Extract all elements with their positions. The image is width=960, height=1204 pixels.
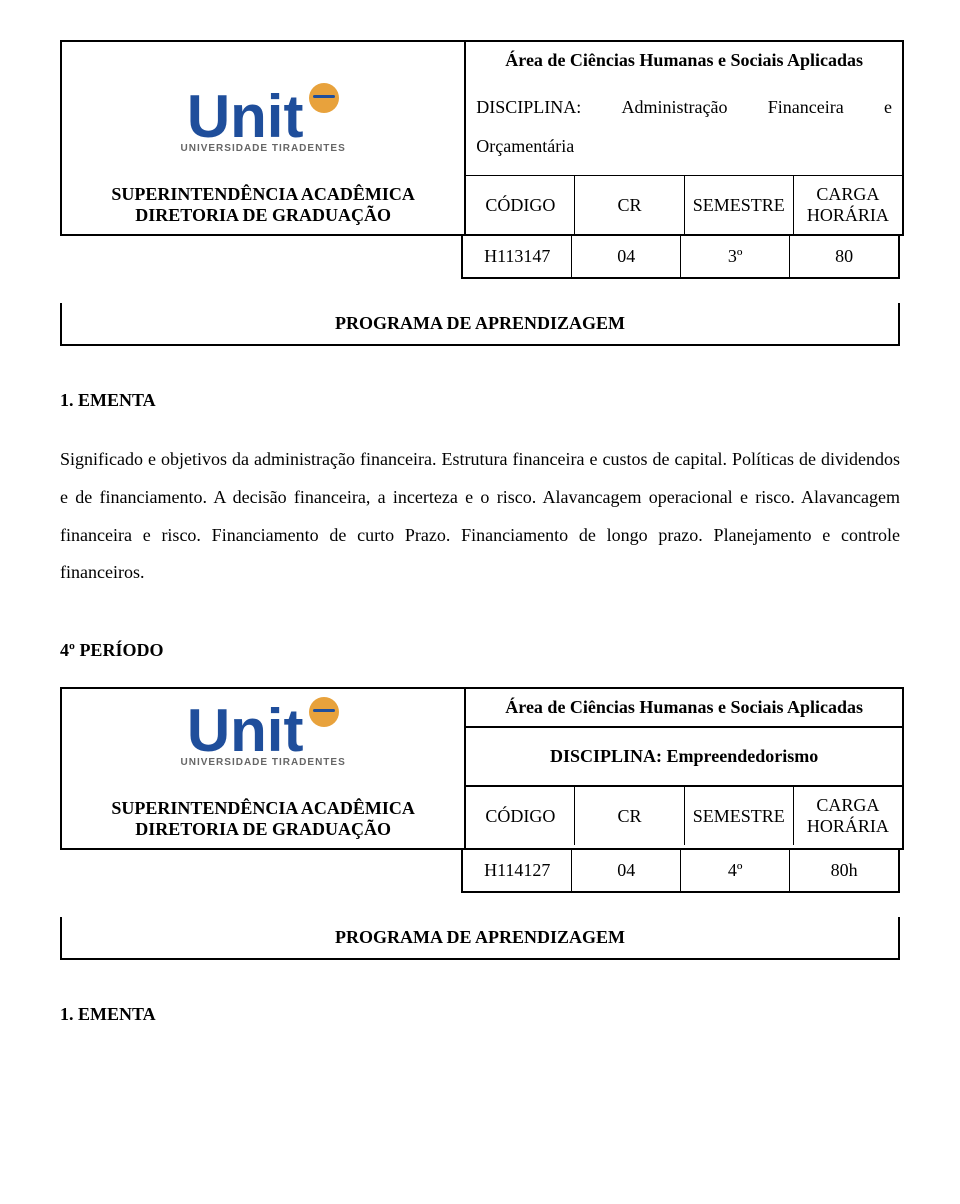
area-title: Área de Ciências Humanas e Sociais Aplic… (466, 42, 902, 79)
val-semestre-2: 4º (680, 850, 789, 891)
logo-text: Unit (187, 93, 304, 141)
values-row: H113147 04 3º 80 (60, 236, 900, 279)
carga-l2: HORÁRIA (800, 205, 896, 226)
val-carga: 80 (789, 236, 898, 277)
col-carga: CARGA HORÁRIA (793, 176, 902, 234)
val-codigo: H113147 (463, 236, 571, 277)
val-semestre: 3º (680, 236, 789, 277)
ementa-text: Significado e objetivos da administração… (60, 441, 900, 592)
header-left-cell-2: Unit UNIVERSIDADE TIRADENTES SUPERINTEND… (62, 689, 464, 848)
discipline-label: DISCIPLINA: (476, 97, 581, 118)
carga-l1: CARGA (800, 184, 896, 205)
discipline-row: DISCIPLINA: Administração Financeira e (466, 79, 902, 136)
course-block-1: Unit UNIVERSIDADE TIRADENTES SUPERINTEND… (60, 40, 900, 346)
logo-block-2: Unit UNIVERSIDADE TIRADENTES (72, 697, 454, 798)
header-table-2: Unit UNIVERSIDADE TIRADENTES SUPERINTEND… (60, 687, 904, 850)
diretoria-label-2: DIRETORIA DE GRADUAÇÃO (72, 819, 454, 840)
programa-row: PROGRAMA DE APRENDIZAGEM (60, 303, 900, 346)
col-semestre-2: SEMESTRE (684, 787, 793, 845)
carga2-l2: HORÁRIA (800, 816, 896, 837)
header-left-cell: Unit UNIVERSIDADE TIRADENTES SUPERINTEND… (62, 42, 464, 234)
globe-icon (309, 83, 339, 113)
globe-icon (309, 697, 339, 727)
logo-block: Unit UNIVERSIDADE TIRADENTES (72, 83, 454, 184)
code-header-row-2: CÓDIGO CR SEMESTRE CARGA HORÁRIA (466, 785, 902, 845)
header-right-cell: Área de Ciências Humanas e Sociais Aplic… (464, 42, 902, 234)
col-codigo-2: CÓDIGO (466, 787, 574, 845)
area-title-2: Área de Ciências Humanas e Sociais Aplic… (466, 689, 902, 726)
values-row-2: H114127 04 4º 80h (60, 850, 900, 893)
col-cr-2: CR (574, 787, 683, 845)
programa-row-2: PROGRAMA DE APRENDIZAGEM (60, 917, 900, 960)
superintendencia-label: SUPERINTENDÊNCIA ACADÊMICA (72, 184, 454, 205)
val-cr-2: 04 (571, 850, 680, 891)
val-cr: 04 (571, 236, 680, 277)
col-carga-2: CARGA HORÁRIA (793, 787, 902, 845)
discipline-value-line2: Orçamentária (476, 136, 574, 157)
diretoria-label: DIRETORIA DE GRADUAÇÃO (72, 205, 454, 226)
col-semestre: SEMESTRE (684, 176, 793, 234)
logo-subtitle: UNIVERSIDADE TIRADENTES (181, 143, 346, 154)
discipline-value-c: e (884, 97, 892, 118)
col-cr: CR (574, 176, 683, 234)
header-table: Unit UNIVERSIDADE TIRADENTES SUPERINTEND… (60, 40, 904, 236)
course-block-2: Unit UNIVERSIDADE TIRADENTES SUPERINTEND… (60, 687, 900, 960)
carga2-l1: CARGA (800, 795, 896, 816)
col-codigo: CÓDIGO (466, 176, 574, 234)
val-codigo-2: H114127 (463, 850, 571, 891)
logo-subtitle-2: UNIVERSIDADE TIRADENTES (181, 757, 346, 768)
period-4-heading: 4º PERÍODO (60, 640, 900, 661)
ementa-heading-2: 1. EMENTA (60, 1004, 900, 1025)
header-right-cell-2: Área de Ciências Humanas e Sociais Aplic… (464, 689, 902, 848)
discipline-value-a: Administração (622, 97, 728, 118)
discipline-row-2: DISCIPLINA: Empreendedorismo (466, 726, 902, 785)
logo-text-2: Unit (187, 707, 304, 755)
superintendencia-label-2: SUPERINTENDÊNCIA ACADÊMICA (72, 798, 454, 819)
val-carga-2: 80h (789, 850, 898, 891)
code-header-row: CÓDIGO CR SEMESTRE CARGA HORÁRIA (466, 175, 902, 234)
discipline-value-b: Financeira (768, 97, 844, 118)
ementa-heading: 1. EMENTA (60, 390, 900, 411)
